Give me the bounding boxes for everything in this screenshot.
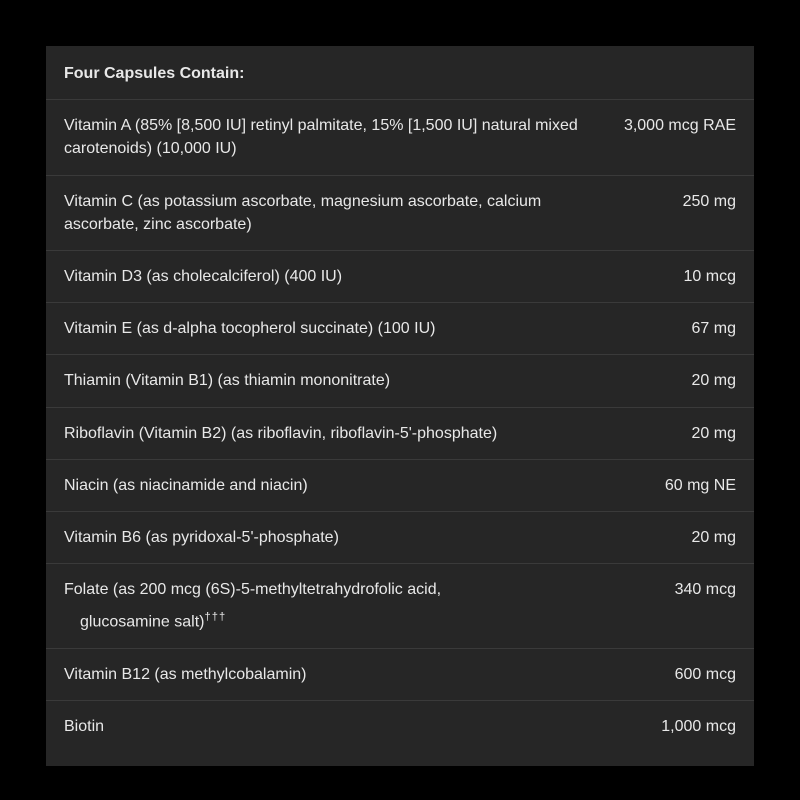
ingredient-amount: 1,000 mcg: [616, 715, 736, 738]
ingredient-amount: 67 mg: [616, 317, 736, 340]
ingredient-amount: 340 mcg: [616, 578, 736, 601]
table-row: Vitamin E (as d-alpha tocopherol succina…: [46, 303, 754, 355]
ingredient-amount: 20 mg: [616, 422, 736, 445]
ingredient-subnote: glucosamine salt): [80, 614, 205, 631]
ingredient-amount: 10 mcg: [616, 265, 736, 288]
ingredient-name: Biotin: [64, 715, 616, 738]
table-row: Biotin 1,000 mcg: [46, 701, 754, 752]
ingredient-amount: 20 mg: [616, 369, 736, 392]
ingredient-name: Thiamin (Vitamin B1) (as thiamin mononit…: [64, 369, 616, 392]
ingredient-amount: 60 mg NE: [616, 474, 736, 497]
ingredient-amount: 3,000 mcg RAE: [616, 114, 736, 137]
ingredient-name: Vitamin E (as d-alpha tocopherol succina…: [64, 317, 616, 340]
table-row: Vitamin D3 (as cholecalciferol) (400 IU)…: [46, 251, 754, 303]
table-header-row: Four Capsules Contain:: [46, 46, 754, 100]
table-row: Riboflavin (Vitamin B2) (as riboflavin, …: [46, 408, 754, 460]
table-row: Niacin (as niacinamide and niacin) 60 mg…: [46, 460, 754, 512]
table-row: Thiamin (Vitamin B1) (as thiamin mononit…: [46, 355, 754, 407]
ingredient-name: Riboflavin (Vitamin B2) (as riboflavin, …: [64, 422, 616, 445]
ingredient-name: Vitamin A (85% [8,500 IU] retinyl palmit…: [64, 114, 616, 160]
table-subrow: glucosamine salt)†††: [46, 609, 754, 649]
ingredient-amount: 20 mg: [616, 526, 736, 549]
table-row: Vitamin B6 (as pyridoxal-5'-phosphate) 2…: [46, 512, 754, 564]
ingredient-amount: 600 mcg: [616, 663, 736, 686]
footnote-marker: †††: [205, 611, 227, 623]
table-header: Four Capsules Contain:: [64, 62, 244, 85]
nutrition-table: Four Capsules Contain: Vitamin A (85% [8…: [46, 46, 754, 766]
table-row: Vitamin C (as potassium ascorbate, magne…: [46, 176, 754, 251]
ingredient-name: Vitamin C (as potassium ascorbate, magne…: [64, 190, 616, 236]
table-row: Vitamin B12 (as methylcobalamin) 600 mcg: [46, 649, 754, 701]
table-row: Folate (as 200 mcg (6S)-5-methyltetrahyd…: [46, 564, 754, 615]
table-row: Vitamin A (85% [8,500 IU] retinyl palmit…: [46, 100, 754, 175]
ingredient-name: Folate (as 200 mcg (6S)-5-methyltetrahyd…: [64, 578, 616, 601]
ingredient-name: Niacin (as niacinamide and niacin): [64, 474, 616, 497]
ingredient-name: Vitamin D3 (as cholecalciferol) (400 IU): [64, 265, 616, 288]
ingredient-name: Vitamin B6 (as pyridoxal-5'-phosphate): [64, 526, 616, 549]
ingredient-amount: 250 mg: [616, 190, 736, 213]
ingredient-name: Vitamin B12 (as methylcobalamin): [64, 663, 616, 686]
